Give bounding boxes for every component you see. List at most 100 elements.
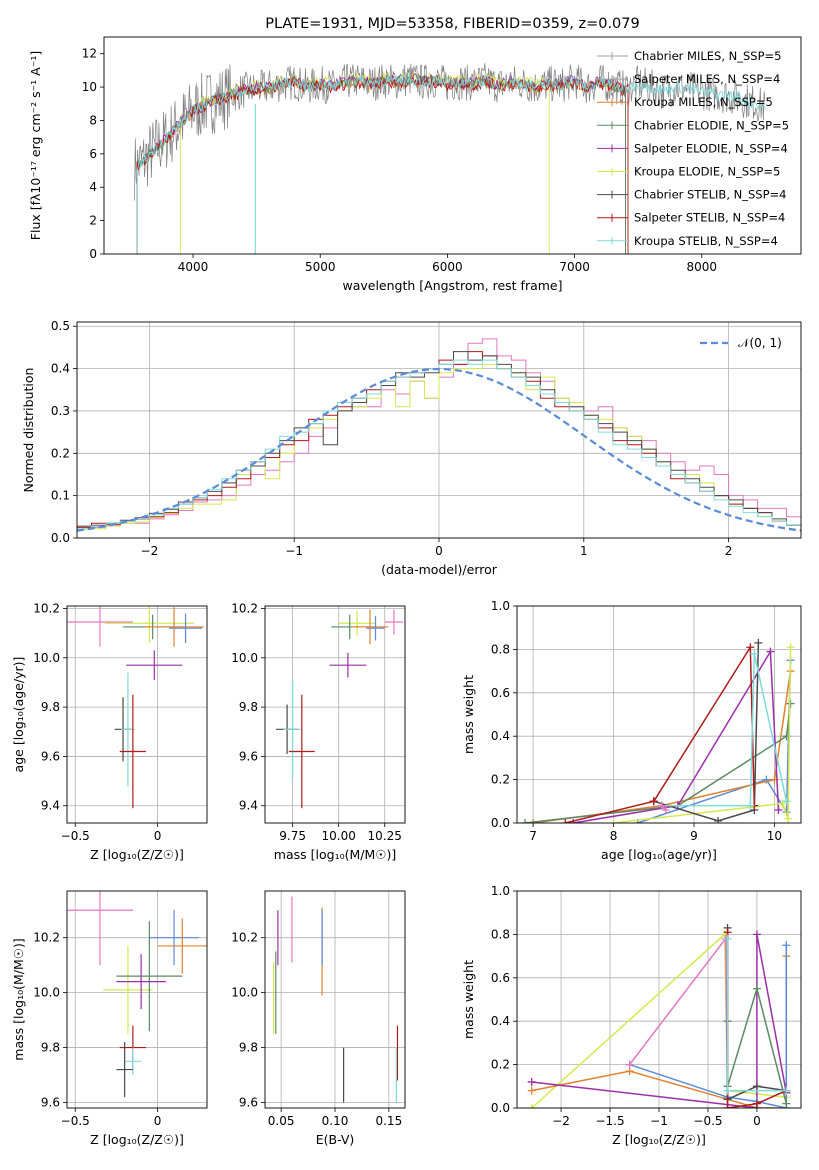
weight-line — [653, 642, 760, 822]
weight-point — [752, 1082, 761, 1091]
weight-line — [661, 653, 788, 807]
model-spectrum-line — [136, 73, 629, 254]
y-tick-label: 0.1 — [51, 489, 70, 503]
y-tick-label: 9.6 — [41, 749, 60, 763]
histograms — [77, 338, 801, 532]
y-tick-label: 6 — [89, 147, 97, 161]
weight-point — [766, 647, 775, 656]
weight-point — [561, 819, 570, 823]
y-tick-label: 9.4 — [239, 799, 258, 813]
errorbar-points — [273, 896, 399, 1103]
y-tick-label: 0.8 — [491, 642, 510, 656]
plot-frame — [264, 605, 406, 824]
weight-point — [657, 801, 666, 810]
y-axis-label: age [log₁₀(age/yr)] — [11, 657, 26, 773]
y-axis-label: Normed distribution — [21, 368, 36, 493]
legend-label: Kroupa ELODIE, N_SSP=5 — [634, 165, 780, 179]
y-tick-label: 9.6 — [239, 749, 258, 763]
weight-point — [723, 1086, 732, 1095]
weight-point — [782, 797, 791, 806]
plot-frame — [66, 605, 208, 824]
weight-series — [527, 923, 791, 1108]
x-tick-label: 10 — [767, 829, 782, 843]
x-axis-label: Z [log₁₀(Z/Z☉)] — [90, 847, 184, 862]
y-axis-label: mass weight — [461, 960, 476, 1039]
legend-label: Kroupa STELIB, N_SSP=4 — [634, 234, 778, 248]
x-tick-label: 7000 — [559, 260, 590, 274]
weight-line — [629, 936, 729, 1108]
x-tick-label: −0.5 — [61, 1114, 90, 1128]
weight-point — [774, 805, 783, 814]
x-tick-label: 10.00 — [322, 829, 356, 843]
x-tick-label: 5000 — [305, 260, 336, 274]
plot-frame — [264, 890, 406, 1109]
y-tick-label: 0.4 — [491, 1014, 510, 1028]
x-tick-label: 8 — [610, 829, 618, 843]
x-tick-label: −1 — [285, 544, 303, 558]
weight-point — [527, 1077, 536, 1086]
x-tick-label: 0.15 — [375, 1114, 402, 1128]
y-tick-label: 8 — [89, 113, 97, 127]
x-tick-label: 2 — [725, 544, 733, 558]
x-axis-label: E(B-V) — [316, 1132, 355, 1147]
y-tick-label: 10.0 — [231, 986, 258, 1000]
weight-point — [752, 1099, 761, 1108]
y-tick-label: 9.8 — [41, 1041, 60, 1055]
x-tick-label: 4000 — [178, 260, 209, 274]
y-tick-label: 0.8 — [491, 927, 510, 941]
weight-point — [786, 643, 795, 652]
weight-point — [752, 984, 761, 993]
y-axis-label: mass weight — [461, 675, 476, 754]
weight-line — [613, 647, 792, 823]
x-tick-label: 0.10 — [322, 1114, 349, 1128]
plot-frame — [66, 890, 208, 1109]
legend: 𝒩(0, 1) — [700, 336, 782, 350]
x-tick-label: 0 — [753, 1114, 761, 1128]
y-tick-label: 0.0 — [51, 531, 70, 545]
weight-point — [723, 934, 732, 943]
mass_vs_Z-axes: −0.5 0 9.6 9.8 10.0 10.2 Z [log₁₀(Z/Z☉)] mass [… — [11, 891, 207, 1147]
y-tick-label: 0.3 — [51, 404, 70, 418]
weight-point — [754, 638, 763, 647]
plot-frame — [516, 890, 802, 1109]
x-axis-label: age [log₁₀(age/yr)] — [601, 847, 717, 862]
legend-label: Salpeter ELODIE, N_SSP=4 — [634, 141, 788, 155]
weight-point — [527, 1104, 536, 1108]
legend-label: Chabrier STELIB, N_SSP=4 — [634, 188, 786, 202]
x-tick-label: 9.75 — [279, 829, 306, 843]
legend: Chabrier MILES, N_SSP=5 Salpeter MILES, N… — [597, 49, 789, 248]
y-tick-label: 0.2 — [51, 446, 70, 460]
y-tick-label: 9.8 — [239, 700, 258, 714]
y-tick-label: 4 — [89, 180, 97, 194]
y-tick-label: 0.2 — [491, 773, 510, 787]
weight-point — [609, 819, 618, 823]
weight-point — [778, 799, 787, 808]
y-tick-label: 0.2 — [491, 1058, 510, 1072]
plot-frame — [103, 36, 802, 255]
x-tick-label: −2 — [552, 1114, 570, 1128]
weight-line — [531, 934, 788, 1108]
x-tick-label: 0.05 — [268, 1114, 295, 1128]
weight-point — [723, 1104, 732, 1108]
y-tick-label: 0.6 — [491, 971, 510, 985]
y-tick-label: 10.0 — [33, 651, 60, 665]
x-tick-label: 0 — [154, 829, 162, 843]
x-tick-label: −0.5 — [61, 829, 90, 843]
legend-label: Kroupa MILES, N_SSP=5 — [634, 95, 773, 109]
histogram-step — [77, 359, 801, 530]
x-axis-label: Z [log₁₀(Z/Z☉)] — [90, 1132, 184, 1147]
x-tick-label: −1.5 — [595, 1114, 624, 1128]
legend-label: Salpeter STELIB, N_SSP=4 — [634, 211, 785, 225]
spectrum-axes: 4000 5000 6000 7000 8000 0 2 4 6 8 10 12 wavelength … — [28, 47, 717, 293]
weight-point — [784, 814, 793, 823]
x-tick-label: −0.5 — [693, 1114, 722, 1128]
y-tick-label: 9.8 — [41, 700, 60, 714]
x-tick-label: 9 — [690, 829, 698, 843]
legend-label: 𝒩(0, 1) — [738, 336, 782, 350]
weight-point — [782, 941, 791, 950]
x-tick-label: 6000 — [432, 260, 463, 274]
weight-line — [661, 805, 667, 811]
errorbar-points — [67, 606, 204, 809]
weight-point — [782, 1099, 791, 1108]
